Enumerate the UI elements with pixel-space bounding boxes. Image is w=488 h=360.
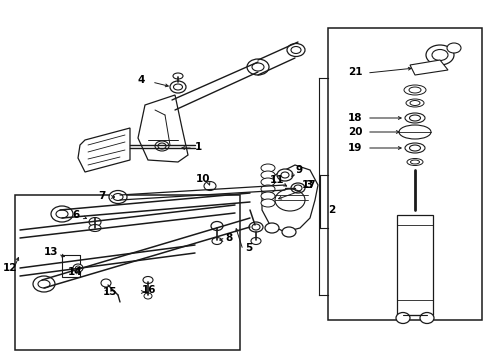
Ellipse shape xyxy=(250,238,261,244)
Ellipse shape xyxy=(261,164,274,172)
Text: 12: 12 xyxy=(3,263,18,273)
Text: 16: 16 xyxy=(142,285,156,295)
Text: 7: 7 xyxy=(98,191,105,201)
Ellipse shape xyxy=(403,85,425,95)
Text: 1: 1 xyxy=(195,142,202,152)
Bar xyxy=(327,28,481,320)
Ellipse shape xyxy=(89,217,101,226)
Text: 17: 17 xyxy=(301,180,315,190)
Ellipse shape xyxy=(264,223,279,233)
Text: 13: 13 xyxy=(43,247,58,257)
Ellipse shape xyxy=(101,279,111,287)
Ellipse shape xyxy=(248,222,263,232)
Ellipse shape xyxy=(155,141,169,151)
Ellipse shape xyxy=(446,43,460,53)
Ellipse shape xyxy=(398,125,430,139)
Text: 15: 15 xyxy=(103,287,117,297)
Ellipse shape xyxy=(51,206,73,222)
Ellipse shape xyxy=(246,59,268,75)
Ellipse shape xyxy=(109,190,127,203)
Ellipse shape xyxy=(404,113,424,123)
Text: 11: 11 xyxy=(269,175,284,185)
Ellipse shape xyxy=(142,276,153,284)
Ellipse shape xyxy=(89,225,101,231)
Ellipse shape xyxy=(261,185,274,193)
Ellipse shape xyxy=(276,169,292,181)
Polygon shape xyxy=(409,60,447,75)
Bar xyxy=(396,215,432,315)
Ellipse shape xyxy=(73,264,83,272)
Text: 10: 10 xyxy=(196,174,210,184)
Ellipse shape xyxy=(425,45,453,65)
Bar xyxy=(62,255,80,277)
Ellipse shape xyxy=(290,183,305,193)
Text: 19: 19 xyxy=(347,143,362,153)
Ellipse shape xyxy=(261,192,274,200)
Ellipse shape xyxy=(419,312,433,324)
Ellipse shape xyxy=(286,44,305,57)
Text: 3: 3 xyxy=(305,180,312,190)
Ellipse shape xyxy=(173,73,183,79)
Text: 2: 2 xyxy=(327,205,335,215)
Ellipse shape xyxy=(143,293,152,299)
Ellipse shape xyxy=(395,312,409,324)
Ellipse shape xyxy=(212,238,222,244)
Ellipse shape xyxy=(261,171,274,179)
Ellipse shape xyxy=(404,143,424,153)
Text: 20: 20 xyxy=(347,127,362,137)
Ellipse shape xyxy=(282,227,295,237)
Text: 4: 4 xyxy=(138,75,145,85)
Text: 14: 14 xyxy=(68,267,82,277)
Text: 5: 5 xyxy=(244,243,252,253)
Ellipse shape xyxy=(405,99,423,107)
Text: 6: 6 xyxy=(72,210,79,220)
Ellipse shape xyxy=(261,178,274,186)
Text: 21: 21 xyxy=(347,67,362,77)
Ellipse shape xyxy=(33,276,55,292)
Ellipse shape xyxy=(203,181,216,190)
Text: 18: 18 xyxy=(347,113,362,123)
Text: 9: 9 xyxy=(294,165,302,175)
Ellipse shape xyxy=(210,221,223,230)
Ellipse shape xyxy=(170,81,185,93)
Ellipse shape xyxy=(261,199,274,207)
Text: 8: 8 xyxy=(224,233,232,243)
Bar xyxy=(15,195,240,350)
Ellipse shape xyxy=(406,158,422,166)
